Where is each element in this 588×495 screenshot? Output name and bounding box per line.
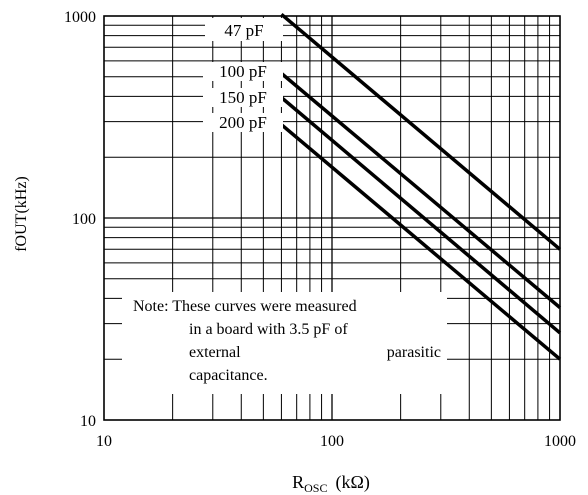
x-tick-label: 10	[96, 433, 112, 450]
series-label: 150 pF	[219, 88, 267, 107]
x-axis-label-main: R	[292, 472, 304, 492]
note-line: parasitic	[387, 344, 441, 361]
y-tick-label: 10	[80, 413, 96, 430]
x-tick-label: 1000	[544, 433, 576, 450]
note-line: capacitance.	[189, 367, 268, 384]
y-tick-label: 100	[72, 211, 96, 228]
series-line	[280, 12, 562, 251]
series-label-background	[203, 113, 283, 132]
series-line	[280, 96, 562, 335]
series-line	[280, 123, 562, 361]
y-axis-label: fOUT(kHz)	[13, 176, 30, 252]
chart-series-labels: 47 pF 100 pF 150 pF 200 pF	[203, 18, 283, 132]
note-line: in a board with 3.5 pF of	[189, 321, 348, 338]
series-label-background	[203, 88, 283, 107]
y-tick-label: 1000	[64, 9, 96, 26]
x-axis-label-sub: OSC	[304, 481, 327, 495]
chart-curves	[280, 12, 562, 361]
chart-tick-labels: 10 100 1000 10 100 1000	[64, 9, 576, 450]
x-tick-label: 100	[320, 433, 344, 450]
series-label-background	[205, 18, 283, 41]
series-label: 200 pF	[219, 113, 267, 132]
plot-frame	[103, 15, 561, 421]
chart-note: Note: These curves were measured in a boa…	[122, 292, 447, 394]
series-label: 100 pF	[219, 62, 267, 81]
x-axis-label: ROSC (kΩ)	[292, 472, 370, 495]
series-line	[280, 72, 562, 309]
note-line: external	[189, 344, 241, 361]
series-label-background	[203, 62, 283, 81]
x-axis-label-unit: (kΩ)	[335, 472, 369, 493]
note-line: Note: These curves were measured	[133, 298, 357, 315]
note-background	[122, 292, 447, 394]
series-label: 47 pF	[224, 21, 263, 40]
